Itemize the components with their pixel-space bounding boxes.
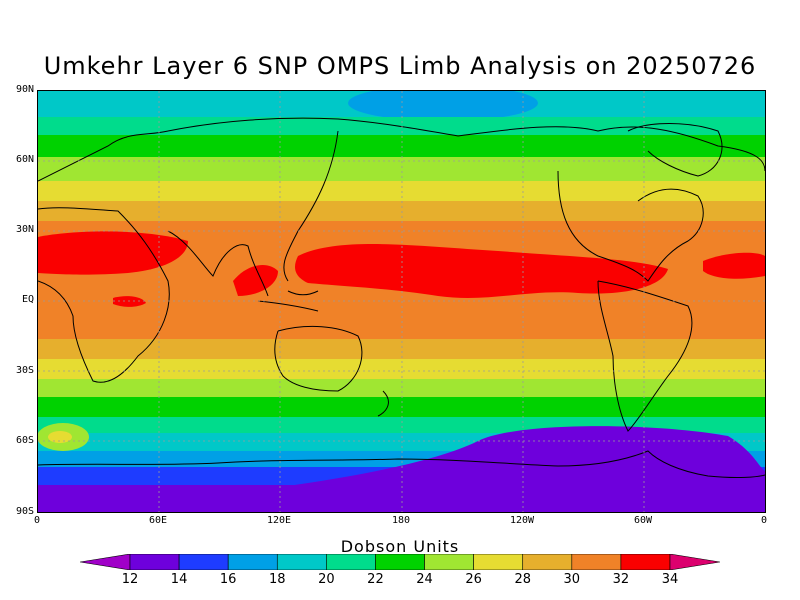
colorbar-swatch xyxy=(473,554,524,570)
lon-tick-120w: 120W xyxy=(509,515,535,526)
colorbar-swatch xyxy=(326,554,376,570)
colorbar-level-label: 34 xyxy=(661,572,679,587)
ozone-map xyxy=(37,90,766,513)
lat-tick-90s: 90S xyxy=(15,506,34,517)
band-20s xyxy=(38,339,765,361)
lon-tick-60e: 60E xyxy=(148,515,168,526)
colorbar-swatch xyxy=(571,554,622,570)
lon-tick-0-end: 0 xyxy=(760,515,768,526)
lat-tick-60s: 60S xyxy=(15,435,34,446)
colorbar-level-label: 24 xyxy=(416,572,433,587)
colorbar-swatch xyxy=(178,554,229,570)
band-45n xyxy=(38,181,765,203)
colorbar-level-label: 30 xyxy=(563,572,581,587)
arctic-low-blob xyxy=(348,91,538,121)
coast-east-asia xyxy=(283,130,339,282)
lat-tick-eq: EQ xyxy=(21,294,34,305)
band-40n xyxy=(38,201,765,223)
coast-indonesia xyxy=(257,290,319,312)
coast-europe xyxy=(38,130,169,182)
max-band-indonesia xyxy=(233,265,278,296)
lat-tick-60n: 60N xyxy=(15,154,34,165)
coast-arabia-india xyxy=(167,230,269,297)
lon-tick-120e: 120E xyxy=(266,515,292,526)
colorbar-swatch xyxy=(375,554,425,570)
max-band-pacific xyxy=(295,244,668,298)
coast-greenland xyxy=(627,123,723,177)
band-40s xyxy=(38,379,765,399)
colorbar-swatch xyxy=(620,554,671,570)
colorbar xyxy=(80,554,720,570)
colorbar-level-label: 26 xyxy=(465,572,482,587)
lat-tick-30n: 30N xyxy=(15,224,34,235)
coastlines xyxy=(38,117,765,479)
colorbar-extend-high xyxy=(669,554,720,570)
lat-tick-30s: 30S xyxy=(15,365,34,376)
lon-tick-60w: 60W xyxy=(633,515,653,526)
polar-low-extension xyxy=(288,426,765,512)
coast-asia-north xyxy=(167,117,459,137)
colorbar-swatch xyxy=(276,554,327,570)
colorbar-level-label: 32 xyxy=(612,572,630,587)
band-45s xyxy=(38,397,765,419)
colorbar-swatch xyxy=(227,554,278,570)
band-30s xyxy=(38,359,765,381)
ozone-field xyxy=(38,91,765,512)
coast-antarctica xyxy=(38,450,765,479)
map-title: Umkehr Layer 6 SNP OMPS Limb Analysis on… xyxy=(43,52,757,80)
max-spot-africa xyxy=(113,296,146,307)
lon-tick-0: 0 xyxy=(33,515,41,526)
colorbar-level-label: 20 xyxy=(318,572,335,587)
colorbar-level-label: 14 xyxy=(170,572,188,587)
colorbar-extend-low xyxy=(80,554,131,570)
colorbar-swatch xyxy=(424,554,474,570)
grid-lines xyxy=(38,91,765,512)
lon-tick-180: 180 xyxy=(391,515,411,526)
high-core-south-atlantic xyxy=(48,431,72,443)
colorbar-level-label: 28 xyxy=(514,572,531,587)
coast-australia xyxy=(274,325,363,392)
coast-new-zealand xyxy=(377,390,389,417)
colorbar-level-label: 16 xyxy=(219,572,237,587)
band-60n xyxy=(38,135,765,159)
max-band-atlantic xyxy=(703,252,765,279)
colorbar-level-label: 12 xyxy=(121,572,139,587)
colorbar-title: Dobson Units xyxy=(340,537,460,556)
band-50n xyxy=(38,157,765,183)
colorbar-level-label: 22 xyxy=(367,572,384,587)
max-band-africa xyxy=(38,231,188,275)
coast-africa xyxy=(38,207,170,383)
coast-south-america xyxy=(597,280,693,432)
colorbar-swatch xyxy=(129,554,180,570)
colorbar-swatch xyxy=(522,554,573,570)
colorbar-level-label: 18 xyxy=(268,572,286,587)
lat-tick-90n: 90N xyxy=(15,84,34,95)
